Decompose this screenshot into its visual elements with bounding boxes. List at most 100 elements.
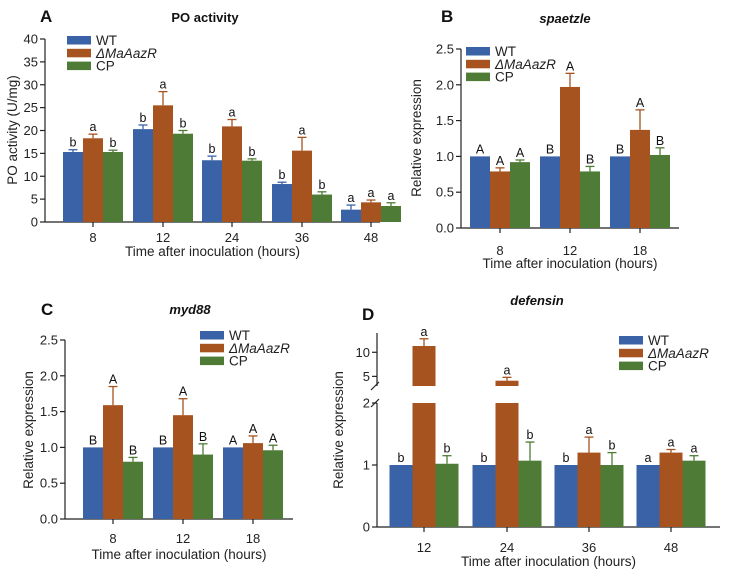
bar-mutant bbox=[560, 86, 580, 228]
y-tick-label: 2.0 bbox=[436, 77, 454, 92]
significance-letter: b bbox=[609, 439, 616, 453]
y-tick-label: 10 bbox=[356, 345, 370, 360]
x-tick-label: 48 bbox=[664, 540, 678, 555]
legend-label: ΔMaAazR bbox=[494, 57, 556, 72]
bar-wt bbox=[63, 152, 83, 222]
bar-cp bbox=[123, 461, 143, 519]
legend-label: CP bbox=[229, 354, 248, 369]
y-tick-label: 40 bbox=[24, 32, 38, 47]
significance-letter: b bbox=[70, 136, 77, 150]
y-tick-label: 25 bbox=[24, 100, 38, 115]
significance-letter: B bbox=[129, 443, 137, 457]
bar-mutant bbox=[153, 105, 173, 222]
bar-cp bbox=[435, 463, 459, 527]
bar-wt bbox=[202, 160, 222, 222]
legend-swatch bbox=[619, 361, 643, 371]
chart-title: defensin bbox=[510, 293, 564, 308]
panel-label: C bbox=[41, 300, 53, 319]
panel-label: B bbox=[441, 7, 453, 26]
significance-letter: A bbox=[229, 433, 238, 447]
bar-mutant-lower bbox=[412, 403, 436, 527]
x-tick-label: 36 bbox=[295, 230, 309, 245]
y-axis-label: Relative expression bbox=[331, 371, 346, 489]
significance-letter: a bbox=[668, 436, 675, 450]
significance-letter: A bbox=[109, 373, 118, 387]
x-tick-label: 36 bbox=[582, 540, 596, 555]
x-tick-label: 8 bbox=[89, 230, 96, 245]
legend-label: WT bbox=[495, 44, 516, 59]
y-tick-label: 2.5 bbox=[436, 42, 454, 57]
legend-label: WT bbox=[229, 328, 250, 343]
significance-letter: A bbox=[476, 142, 485, 156]
y-tick-label: 0.5 bbox=[436, 185, 454, 200]
significance-letter: b bbox=[209, 142, 216, 156]
legend-label: CP bbox=[648, 359, 667, 374]
bar-cp bbox=[173, 133, 193, 222]
bar-mutant-upper bbox=[495, 380, 519, 386]
bar-cp bbox=[682, 460, 706, 527]
y-tick-label: 2.0 bbox=[40, 368, 58, 383]
x-tick-label: 8 bbox=[109, 531, 116, 546]
significance-letter: a bbox=[368, 186, 375, 200]
y-axis-label: PO activity (U/mg) bbox=[5, 75, 20, 185]
bar-mutant bbox=[659, 452, 683, 527]
legend-swatch bbox=[200, 331, 224, 340]
legend-label: CP bbox=[495, 70, 514, 85]
bar-mutant bbox=[630, 129, 650, 228]
y-tick-label: 20 bbox=[24, 123, 38, 138]
significance-letter: b bbox=[180, 117, 187, 131]
legend-swatch bbox=[466, 59, 490, 69]
y-tick-label: 35 bbox=[24, 54, 38, 69]
legend-swatch bbox=[67, 36, 91, 45]
legend-label: CP bbox=[96, 59, 115, 74]
y-tick-label: 0.5 bbox=[40, 476, 58, 491]
significance-letter: b bbox=[110, 136, 117, 150]
bar-mutant bbox=[103, 405, 123, 519]
bar-cp bbox=[518, 460, 542, 527]
y-tick-label: 0.0 bbox=[40, 512, 58, 527]
y-tick-label: 10 bbox=[24, 169, 38, 184]
legend-label: WT bbox=[96, 33, 117, 48]
x-tick-label: 12 bbox=[417, 540, 431, 555]
bar-cp bbox=[263, 450, 283, 519]
bar-mutant bbox=[173, 415, 193, 519]
legend-swatch bbox=[200, 356, 224, 366]
significance-letter: A bbox=[496, 154, 505, 168]
bar-wt bbox=[272, 184, 292, 222]
y-tick-label: 1.0 bbox=[436, 149, 454, 164]
significance-letter: B bbox=[586, 152, 594, 166]
y-tick-label: 1.0 bbox=[40, 440, 58, 455]
significance-letter: A bbox=[249, 422, 258, 436]
significance-letter: B bbox=[199, 430, 207, 444]
bar-cp bbox=[381, 205, 401, 222]
bar-mutant-upper bbox=[412, 346, 436, 386]
bar-wt bbox=[636, 465, 660, 527]
x-tick-label: 12 bbox=[156, 230, 170, 245]
x-tick-label: 18 bbox=[246, 531, 260, 546]
significance-letter: B bbox=[656, 134, 664, 148]
y-tick-label: 5 bbox=[31, 192, 38, 207]
significance-letter: b bbox=[279, 168, 286, 182]
bar-cp bbox=[510, 162, 530, 228]
panel-a: A PO activity 0 5 10 15 20 25 30 35 40 8 12 24 36 48 Tim… bbox=[5, 7, 401, 259]
bar-mutant bbox=[361, 202, 381, 222]
x-tick-label: 24 bbox=[225, 230, 239, 245]
significance-letter: b bbox=[249, 145, 256, 159]
panel-label: D bbox=[362, 305, 374, 324]
legend-label: ΔMaAazR bbox=[647, 346, 709, 361]
x-tick-label: 48 bbox=[364, 230, 378, 245]
bar-mutant bbox=[577, 452, 601, 527]
bar-wt bbox=[223, 447, 243, 519]
bar-wt bbox=[133, 129, 153, 222]
y-axis-label: Relative expression bbox=[409, 79, 424, 197]
significance-letter: a bbox=[348, 191, 355, 205]
significance-letter: a bbox=[645, 451, 652, 465]
legend-swatch bbox=[67, 48, 91, 58]
bar-cp bbox=[242, 160, 262, 222]
bar-mutant bbox=[83, 138, 103, 222]
bar-wt bbox=[540, 156, 560, 228]
significance-letter: b bbox=[527, 428, 534, 442]
